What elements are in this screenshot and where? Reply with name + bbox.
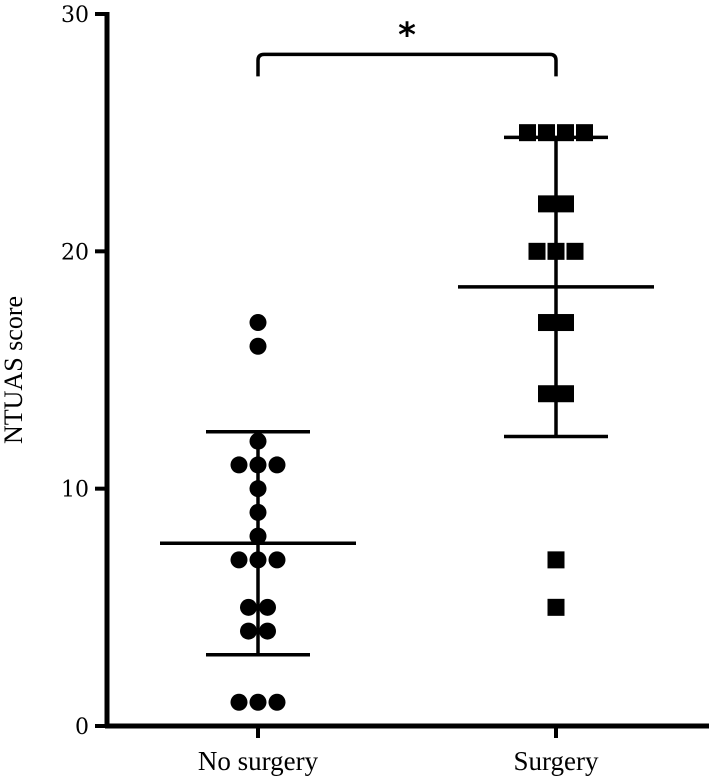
data-point [259,622,276,640]
data-point [538,385,555,403]
significance-bracket-line [256,52,558,77]
data-point [557,195,574,213]
summary-bars [160,135,654,657]
y-tick-label: 0 [75,715,89,740]
data-point [249,314,267,332]
axes [104,12,709,738]
data-point [240,598,257,616]
data-point [240,622,257,640]
data-point [249,693,267,711]
data-point [547,598,565,616]
data-point [249,337,267,355]
y-axis-label: NTUAS score [0,296,28,444]
data-points [230,124,593,711]
data-point [557,385,574,403]
data-point [557,124,574,142]
data-point [547,551,565,569]
data-point [268,551,286,569]
y-tick-label: 10 [61,478,89,503]
data-point [557,314,574,332]
y-tick-label: 20 [61,240,89,265]
y-ticks: 0 10 20 30 [61,3,107,740]
significance-bracket: * [256,15,558,77]
data-point [538,124,555,142]
data-point [230,456,248,474]
data-point [230,693,248,711]
data-point [547,242,565,260]
data-point [249,527,267,545]
x-tick-label: Surgery [514,746,599,776]
data-point [528,242,546,260]
significance-star: * [398,15,416,55]
data-point [268,693,286,711]
data-point [576,124,593,142]
data-point [566,242,584,260]
y-tick-label: 30 [61,3,89,28]
data-point [249,503,267,521]
x-tick-label: No surgery [198,746,319,776]
data-point [259,598,276,616]
data-point [268,456,286,474]
data-point [249,432,267,450]
data-point [249,456,267,474]
data-point [519,124,536,142]
data-point [538,314,555,332]
data-point [230,551,248,569]
labels: No surgery Surgery NTUAS score [0,296,599,776]
data-point [249,480,267,498]
data-point [538,195,555,213]
data-point [249,551,267,569]
